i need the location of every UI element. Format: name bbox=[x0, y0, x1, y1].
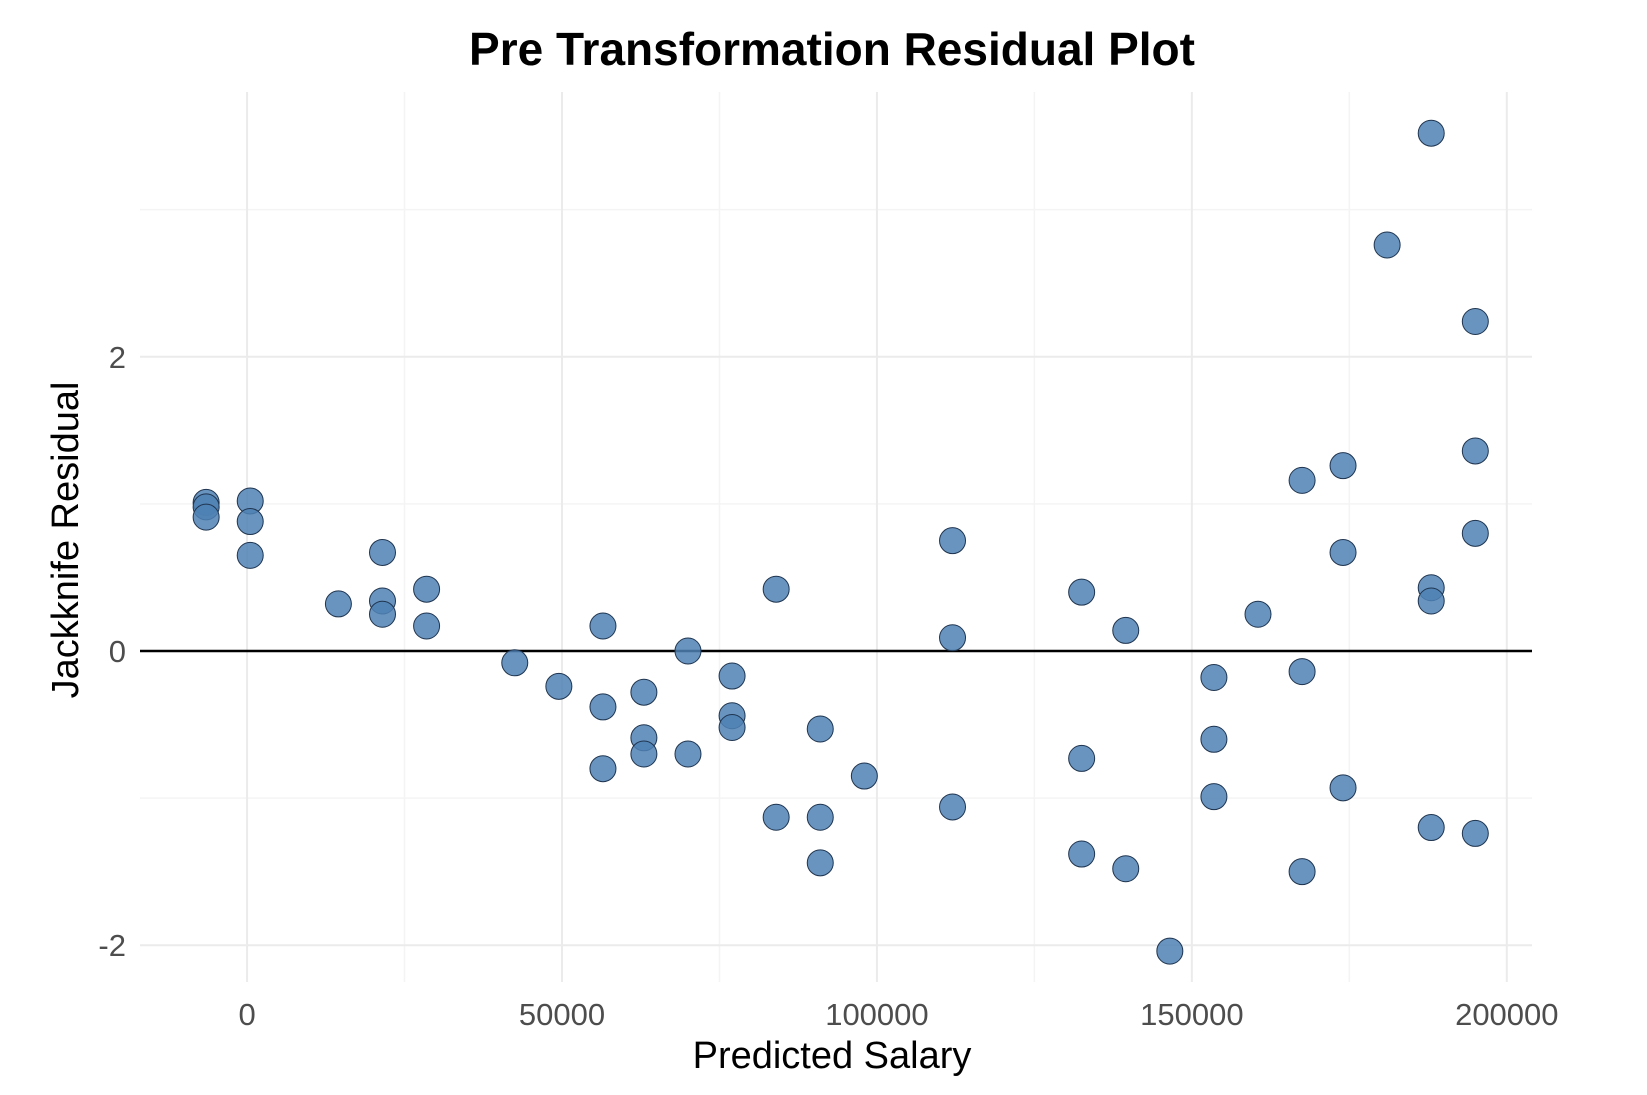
scatter-point bbox=[1288, 466, 1316, 494]
scatter-point bbox=[850, 762, 878, 790]
x-tick-label: 150000 bbox=[1140, 997, 1243, 1032]
scatter-point bbox=[1112, 616, 1140, 644]
minor-gridlines bbox=[140, 92, 1532, 982]
scatter-point bbox=[545, 672, 573, 700]
scatter-point bbox=[1373, 231, 1401, 259]
scatter-point bbox=[939, 793, 967, 821]
scatter-point bbox=[630, 678, 658, 706]
plot-panel bbox=[140, 92, 1532, 982]
scatter-point bbox=[762, 575, 790, 603]
scatter-point bbox=[1417, 814, 1445, 842]
y-axis-title: Jackknife Residual bbox=[45, 382, 87, 699]
x-tick-label: 0 bbox=[238, 997, 255, 1032]
scatter-point bbox=[674, 740, 702, 768]
scatter-point bbox=[413, 575, 441, 603]
scatter-point bbox=[1329, 774, 1357, 802]
scatter-point bbox=[589, 693, 617, 721]
scatter-point bbox=[718, 714, 746, 742]
scatter-point bbox=[413, 612, 441, 640]
scatter-point bbox=[236, 541, 264, 569]
scatter-point bbox=[806, 849, 834, 877]
scatter-point bbox=[1329, 452, 1357, 480]
x-axis-ticks: 0 50000 100000 150000 200000 bbox=[238, 997, 1558, 1032]
scatter-point bbox=[806, 715, 834, 743]
scatter-point bbox=[939, 624, 967, 652]
y-axis-ticks: -2 0 2 bbox=[98, 340, 126, 963]
scatter-point bbox=[806, 803, 834, 831]
x-tick-label: 200000 bbox=[1455, 997, 1558, 1032]
scatter-point bbox=[1461, 307, 1489, 335]
x-tick-label: 100000 bbox=[825, 997, 928, 1032]
scatter-point bbox=[1461, 819, 1489, 847]
x-axis-title: Predicted Salary bbox=[693, 1035, 972, 1077]
data-points bbox=[192, 119, 1489, 965]
scatter-point bbox=[368, 538, 396, 566]
scatter-point bbox=[630, 740, 658, 768]
scatter-point bbox=[324, 590, 352, 618]
scatter-point bbox=[674, 637, 702, 665]
scatter-point bbox=[368, 600, 396, 628]
scatter-point bbox=[501, 649, 529, 677]
x-tick-label: 50000 bbox=[519, 997, 605, 1032]
scatter-point bbox=[1112, 855, 1140, 883]
y-tick-label: -2 bbox=[98, 928, 126, 963]
scatter-point bbox=[1200, 663, 1228, 691]
scatter-point bbox=[939, 527, 967, 555]
scatter-point bbox=[589, 612, 617, 640]
scatter-point bbox=[1461, 519, 1489, 547]
scatter-point bbox=[192, 503, 220, 531]
scatter-point bbox=[1068, 578, 1096, 606]
scatter-point bbox=[1200, 783, 1228, 811]
scatter-point bbox=[718, 662, 746, 690]
scatter-point bbox=[1329, 538, 1357, 566]
scatter-point bbox=[1156, 937, 1184, 965]
scatter-point bbox=[1244, 600, 1272, 628]
scatter-point bbox=[762, 803, 790, 831]
scatter-point bbox=[1288, 658, 1316, 686]
scatter-point bbox=[1417, 119, 1445, 147]
scatter-point bbox=[1068, 744, 1096, 772]
chart-title: Pre Transformation Residual Plot bbox=[469, 23, 1195, 75]
scatter-point bbox=[1461, 437, 1489, 465]
scatter-point bbox=[1200, 725, 1228, 753]
scatter-point bbox=[1417, 587, 1445, 615]
scatter-point bbox=[1288, 858, 1316, 886]
scatter-point bbox=[1068, 840, 1096, 868]
scatter-point bbox=[236, 508, 264, 536]
y-tick-label: 2 bbox=[109, 340, 126, 375]
scatter-point bbox=[589, 755, 617, 783]
y-tick-label: 0 bbox=[109, 634, 126, 669]
